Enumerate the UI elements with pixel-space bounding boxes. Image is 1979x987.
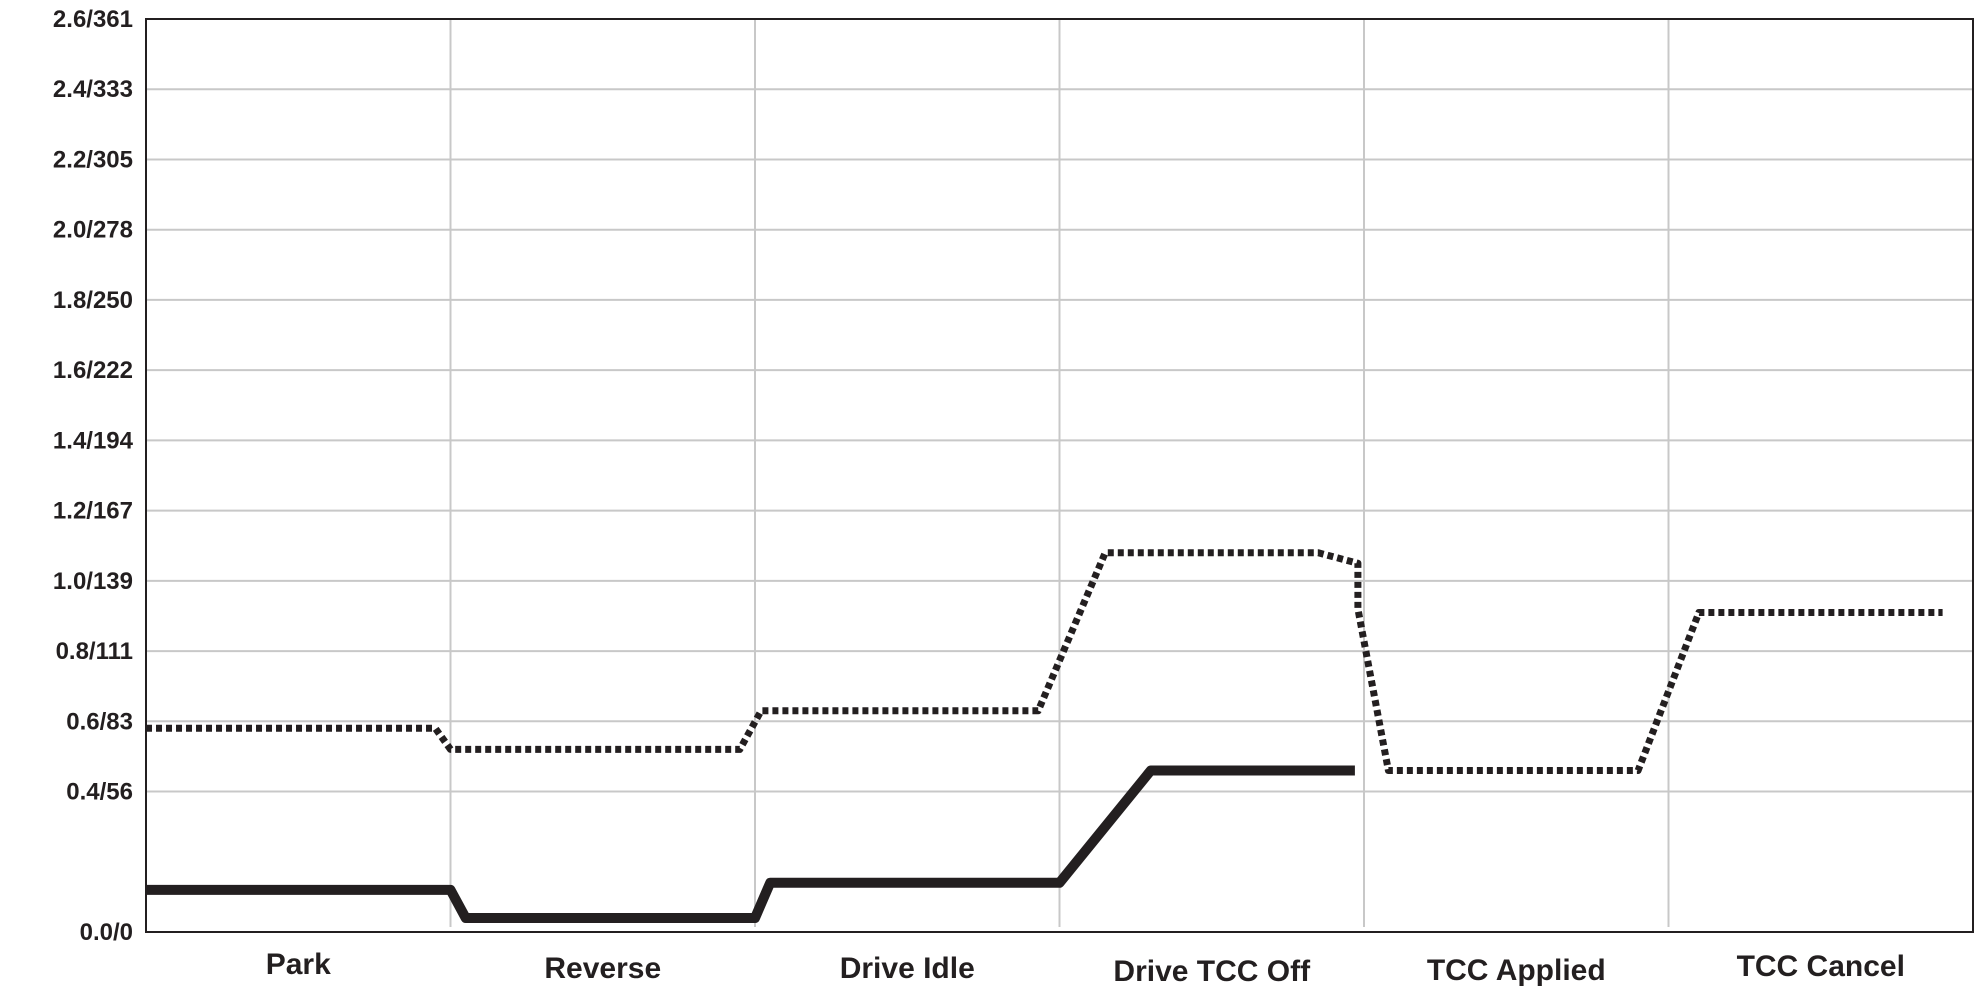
y-tick-label: 2.4/333: [53, 76, 133, 103]
x-axis-tick-labels: Park Reverse Drive Idle Drive TCC Off TCC Ap…: [266, 948, 1905, 987]
y-tick-label: 1.2/167: [53, 498, 133, 525]
y-tick-label: 0.6/83: [66, 708, 133, 735]
series-line-dotted: [146, 549, 1943, 774]
y-tick-label: 1.8/250: [53, 287, 133, 314]
x-tick-label: TCC Cancel: [1737, 950, 1905, 983]
grid: [146, 18, 1973, 933]
series-line-solid: [146, 765, 1355, 923]
y-tick-label: 1.4/194: [53, 427, 134, 454]
y-tick-label: 2.0/278: [53, 217, 133, 244]
x-tick-label: Drive TCC Off: [1113, 955, 1311, 987]
y-tick-label: 1.0/139: [53, 568, 133, 595]
x-tick-label: Reverse: [544, 952, 661, 985]
series-lines: [146, 549, 1943, 923]
y-tick-label: 0.0/0: [80, 919, 133, 946]
plot-area-frame: [145, 18, 1974, 933]
y-tick-label: 0.4/56: [66, 779, 133, 806]
x-tick-label: Drive Idle: [840, 952, 975, 985]
y-axis-tick-labels: 0.0/0 0.4/56 0.6/83 0.8/111 1.0/139 1.2/167 1.…: [53, 6, 134, 946]
x-tick-label: Park: [266, 948, 331, 981]
y-tick-label: 1.6/222: [53, 357, 133, 384]
y-tick-label: 2.6/361: [53, 6, 133, 33]
y-tick-label: 0.8/111: [56, 638, 133, 665]
y-tick-label: 2.2/305: [53, 146, 133, 173]
x-tick-label: TCC Applied: [1427, 954, 1606, 987]
